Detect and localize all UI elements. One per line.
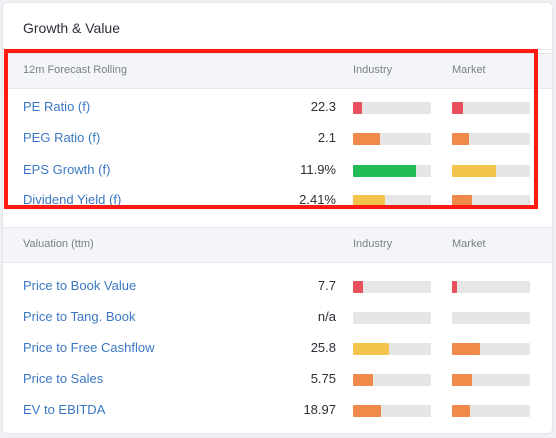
growth-value-card: Growth & Value 12m Forecast Rolling Indu… — [3, 3, 552, 433]
market-bar-fill — [452, 133, 470, 145]
industry-bar — [353, 102, 431, 114]
metric-row-dividend-yield: Dividend Yield (f) 2.41% — [3, 185, 552, 215]
industry-bar-fill — [353, 195, 385, 207]
card-title: Growth & Value — [23, 20, 121, 36]
industry-bar — [353, 312, 431, 324]
industry-bar-fill — [353, 165, 417, 177]
valuation-market-col: Market — [452, 238, 486, 250]
metric-value: 22.3 — [310, 99, 336, 114]
industry-bar — [353, 165, 431, 177]
metric-value: 5.75 — [310, 371, 336, 386]
forecast-market-col: Market — [452, 64, 486, 76]
industry-bar — [353, 374, 431, 386]
market-bar — [452, 343, 530, 355]
industry-bar-fill — [353, 343, 389, 355]
metric-value: 11.9% — [300, 162, 336, 177]
metric-row-eps-growth: EPS Growth (f) 11.9% — [3, 155, 552, 185]
market-bar — [452, 102, 530, 114]
metric-value: 2.41% — [299, 192, 336, 207]
metric-row-price-to-book: Price to Book Value 7.7 — [3, 271, 552, 301]
industry-bar-fill — [353, 374, 374, 386]
market-bar-fill — [452, 343, 481, 355]
metric-value: 25.8 — [310, 340, 336, 355]
metric-label[interactable]: PE Ratio (f) — [23, 99, 91, 114]
market-bar — [452, 133, 530, 145]
industry-bar-fill — [353, 405, 382, 417]
forecast-industry-col: Industry — [353, 64, 393, 76]
market-bar — [452, 374, 530, 386]
metric-label[interactable]: EV to EBITDA — [23, 402, 106, 417]
metric-label[interactable]: Price to Sales — [23, 371, 104, 386]
industry-bar-fill — [353, 102, 362, 114]
metric-label[interactable]: PEG Ratio (f) — [23, 130, 101, 145]
industry-bar — [353, 133, 431, 145]
metric-value: n/a — [317, 309, 336, 324]
metric-value: 18.97 — [303, 402, 336, 417]
market-bar-fill — [452, 195, 473, 207]
metric-row-pe-ratio: PE Ratio (f) 22.3 — [3, 92, 552, 122]
metric-row-price-to-tang-book: Price to Tang. Book n/a — [3, 302, 552, 332]
market-bar-fill — [452, 405, 470, 417]
industry-bar — [353, 281, 431, 293]
metric-row-ev-to-ebitda: EV to EBITDA 18.97 — [3, 395, 552, 425]
metric-row-price-to-sales: Price to Sales 5.75 — [3, 364, 552, 394]
market-bar-fill — [452, 281, 457, 293]
valuation-industry-col: Industry — [353, 238, 393, 250]
metric-label[interactable]: Price to Book Value — [23, 278, 137, 293]
metric-label[interactable]: Price to Free Cashflow — [23, 340, 155, 355]
forecast-section-header: 12m Forecast Rolling Industry Market — [3, 53, 552, 89]
market-bar — [452, 405, 530, 417]
market-bar — [452, 281, 530, 293]
market-bar — [452, 312, 530, 324]
valuation-section-header: Valuation (ttm) Industry Market — [3, 227, 552, 263]
metric-value: 7.7 — [317, 278, 336, 293]
market-bar — [452, 195, 530, 207]
metric-label[interactable]: Dividend Yield (f) — [23, 192, 122, 207]
market-bar — [452, 165, 530, 177]
metric-value: 2.1 — [317, 130, 336, 145]
industry-bar — [353, 405, 431, 417]
valuation-section-label: Valuation (ttm) — [23, 238, 94, 250]
industry-bar — [353, 195, 431, 207]
metric-row-peg-ratio: PEG Ratio (f) 2.1 — [3, 123, 552, 153]
market-bar-fill — [452, 374, 473, 386]
market-bar-fill — [452, 165, 496, 177]
metric-label[interactable]: EPS Growth (f) — [23, 162, 111, 177]
market-bar-fill — [452, 102, 463, 114]
metric-row-price-to-free-cashflow: Price to Free Cashflow 25.8 — [3, 333, 552, 363]
industry-bar-fill — [353, 133, 380, 145]
industry-bar-fill — [353, 281, 364, 293]
forecast-section-label: 12m Forecast Rolling — [23, 64, 127, 76]
industry-bar — [353, 343, 431, 355]
metric-label[interactable]: Price to Tang. Book — [23, 309, 136, 324]
title-divider — [3, 49, 552, 50]
